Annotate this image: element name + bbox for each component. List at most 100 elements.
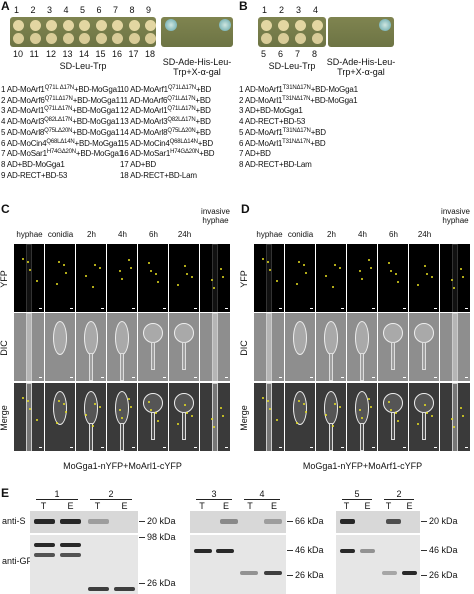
plate-number: 3 xyxy=(47,5,53,15)
blot-band xyxy=(220,519,238,524)
yfp-dot xyxy=(388,262,390,264)
lane-label: T xyxy=(199,501,205,511)
yfp-dot xyxy=(213,287,215,289)
construct-name: 7 AD+BD xyxy=(239,149,271,159)
conidium xyxy=(84,391,98,425)
yfp-dot xyxy=(119,409,121,411)
scale-bar xyxy=(225,308,228,309)
yfp-dot xyxy=(22,258,24,260)
germ-tube xyxy=(329,423,333,451)
micrograph xyxy=(378,313,408,381)
yfp-dot xyxy=(92,286,94,288)
construct-name: 2 AD-MoArf6 xyxy=(1,95,45,105)
scale-bar xyxy=(310,377,313,378)
yfp-dot xyxy=(27,400,29,402)
plate-number: 9 xyxy=(146,5,152,15)
yfp-dot xyxy=(462,415,464,417)
colony xyxy=(95,33,107,44)
construct-name: 16 AD-MoSar1 xyxy=(120,149,171,159)
blot-band xyxy=(194,549,212,553)
plate-number: 1 xyxy=(14,5,20,15)
scale-bar xyxy=(194,377,197,378)
colony xyxy=(261,20,272,31)
construct-mutation: Q75LΔ20N xyxy=(44,127,73,134)
row-label: YFP xyxy=(239,269,249,288)
construct-mutation: Q82LΔ17N xyxy=(44,117,73,124)
colony xyxy=(128,33,140,44)
construct-partner: +BD-MoGga1 xyxy=(75,149,124,159)
micrograph xyxy=(316,313,346,381)
marker-arrow xyxy=(421,550,427,551)
yfp-dot xyxy=(426,273,428,275)
yfp-dot xyxy=(186,412,188,414)
scale-bar xyxy=(70,447,73,448)
construct-partner: +BD xyxy=(195,95,211,105)
construct-label: 7 AD-MoSar1H74GΔ20N+BD-MoGga1 xyxy=(1,149,123,159)
micrograph xyxy=(254,313,284,381)
micrograph xyxy=(76,313,106,381)
yfp-dot xyxy=(191,415,193,417)
scale-bar xyxy=(279,308,282,309)
column-label: 4h xyxy=(358,230,367,239)
blot-band xyxy=(386,519,401,524)
plate-label: SD-Leu-Trp xyxy=(268,61,316,71)
lane-label: T xyxy=(40,501,47,511)
yfp-dot xyxy=(65,411,67,413)
lane-label: E xyxy=(406,501,413,511)
colony xyxy=(145,33,156,44)
marker-arrow xyxy=(139,537,145,538)
yfp-dot xyxy=(332,425,334,427)
colony xyxy=(312,20,323,31)
column-label: 2h xyxy=(327,230,336,239)
row-label: YFP xyxy=(0,269,9,288)
lane-label: T xyxy=(94,501,101,511)
conidium xyxy=(355,321,369,355)
scale-bar xyxy=(70,308,73,309)
plate-number: 4 xyxy=(313,5,319,15)
scale-bar xyxy=(279,377,282,378)
colony xyxy=(95,20,107,31)
blot-band xyxy=(114,587,135,591)
conidium xyxy=(414,323,434,343)
construct-mutation: H74GΔ20N xyxy=(170,149,200,156)
strain-label: 4 xyxy=(259,489,265,499)
blot-band xyxy=(382,571,397,575)
scale-bar xyxy=(101,447,104,448)
construct-mutation: Q68LΔ14N xyxy=(46,138,75,145)
micrograph xyxy=(169,313,199,381)
conidium xyxy=(143,323,163,343)
construct-partner: +BD-MoGga1 xyxy=(72,117,120,127)
blot-band xyxy=(60,553,81,557)
construct-mutation: T31NΔ17N xyxy=(282,85,311,91)
blot-strip xyxy=(30,511,138,533)
construct-name: 4 AD-MoArl3 xyxy=(1,117,45,127)
plate-number: 5 xyxy=(80,5,86,15)
yfp-dot xyxy=(368,398,370,400)
colony xyxy=(112,33,123,44)
micrograph xyxy=(14,313,44,381)
colony xyxy=(312,33,323,44)
plate-number: 18 xyxy=(145,49,156,59)
construct-partner: +BD xyxy=(195,85,212,94)
yfp-dot xyxy=(85,275,87,277)
plate-number: 6 xyxy=(96,5,102,15)
strain-bracket xyxy=(244,499,280,500)
yfp-dot xyxy=(58,261,60,263)
construct-partner: +BD-MoGga1 xyxy=(74,138,122,148)
yfp-dot xyxy=(431,276,433,278)
yfp-dot xyxy=(305,272,307,274)
conidium xyxy=(53,321,67,355)
column-label: conidia xyxy=(47,230,74,239)
marker-label: 66 kDa xyxy=(295,516,324,526)
construct-name: 10 AD-MoArf1 xyxy=(120,85,168,94)
yfp-dot xyxy=(370,267,372,269)
yfp-dot xyxy=(451,279,453,281)
yfp-dot xyxy=(121,278,123,280)
blue-colony xyxy=(165,19,177,31)
scale-bar xyxy=(132,308,135,309)
yfp-dot xyxy=(298,261,300,263)
column-label: conidia xyxy=(287,230,314,239)
column-label: 24h xyxy=(417,230,432,239)
conidium xyxy=(174,323,194,343)
hypha xyxy=(26,244,32,312)
